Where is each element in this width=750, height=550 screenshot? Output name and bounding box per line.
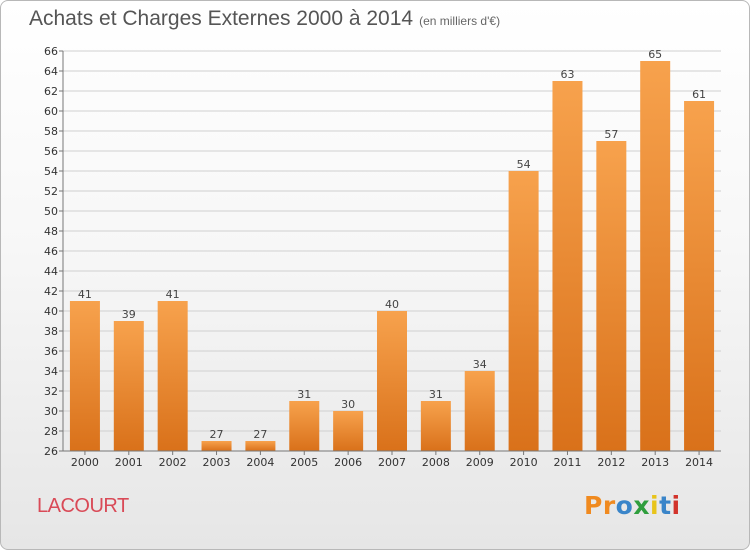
y-tick-label: 62 <box>44 85 58 98</box>
bars: 41 39 41 27 27 31 30 40 31 34 54 63 57 65 61 <box>69 48 715 451</box>
data-label: 34 <box>473 358 487 371</box>
logo-letter: o <box>615 491 634 520</box>
y-tick-label: 66 <box>44 45 58 58</box>
data-label: 41 <box>166 288 180 301</box>
bar <box>684 101 715 451</box>
bar <box>377 311 407 451</box>
data-label: 61 <box>692 88 706 101</box>
y-tick-label: 54 <box>44 165 58 178</box>
data-label: 30 <box>341 398 355 411</box>
y-tick-label: 46 <box>44 245 58 258</box>
y-tick-label: 48 <box>44 225 58 238</box>
data-label: 31 <box>429 388 443 401</box>
bar <box>552 81 583 451</box>
x-tick-label: 2009 <box>466 456 494 469</box>
proxiti-logo: Proxiti <box>584 491 681 520</box>
y-tick-label: 64 <box>44 65 58 78</box>
logo-letter: i <box>671 491 681 520</box>
x-tick-label: 2007 <box>378 456 406 469</box>
y-tick-label: 56 <box>44 145 58 158</box>
x-tick-label: 2013 <box>641 456 669 469</box>
x-tick-label: 2000 <box>71 456 99 469</box>
y-tick-label: 28 <box>44 425 58 438</box>
y-tick-label: 36 <box>44 345 58 358</box>
x-tick-label: 2003 <box>203 456 231 469</box>
bar <box>201 441 232 451</box>
bar <box>69 301 100 451</box>
data-label: 41 <box>78 288 92 301</box>
bar <box>245 441 276 451</box>
x-tick-label: 2014 <box>685 456 713 469</box>
y-tick-label: 26 <box>44 445 58 458</box>
x-tick-label: 2011 <box>553 456 581 469</box>
bar <box>420 401 451 451</box>
y-tick-label: 32 <box>44 385 58 398</box>
data-label: 40 <box>385 298 399 311</box>
bar <box>596 141 627 451</box>
data-label: 31 <box>297 388 311 401</box>
x-tick-label: 2004 <box>246 456 274 469</box>
chart-subtitle: (en milliers d'€) <box>419 14 501 28</box>
y-tick-label: 42 <box>44 285 58 298</box>
y-tick-label: 30 <box>44 405 58 418</box>
x-tick-label: 2006 <box>334 456 362 469</box>
logo-letter: P <box>584 491 603 520</box>
data-label: 27 <box>253 428 267 441</box>
bar <box>508 171 539 451</box>
axes: 26 28 30 32 34 36 38 40 42 44 46 48 50 52 54 56 58 60 62 64… <box>44 45 721 469</box>
data-label: 54 <box>517 158 531 171</box>
y-tick-label: 44 <box>44 265 58 278</box>
logo-letter: x <box>633 491 650 520</box>
x-tick-label: 2001 <box>115 456 143 469</box>
x-tick-label: 2008 <box>422 456 450 469</box>
x-tick-label: 2012 <box>597 456 625 469</box>
bar <box>333 411 364 451</box>
y-tick-label: 52 <box>44 185 58 198</box>
y-tick-label: 50 <box>44 205 58 218</box>
logo-letter: t <box>659 491 672 520</box>
bar <box>464 371 495 451</box>
chart-title: Achats et Charges Externes 2000 à 2014 (e… <box>29 7 500 31</box>
y-tick-label: 58 <box>44 125 58 138</box>
chart-title-text: Achats et Charges Externes 2000 à 2014 <box>29 7 414 30</box>
y-tick-label: 40 <box>44 305 58 318</box>
bar <box>113 321 144 451</box>
x-tick-label: 2005 <box>290 456 318 469</box>
logo-letter: r <box>602 491 616 520</box>
bar <box>157 301 188 451</box>
data-label: 63 <box>560 68 574 81</box>
bar <box>289 401 320 451</box>
commune-name: LACOURT <box>37 495 129 517</box>
y-tick-label: 34 <box>44 365 58 378</box>
x-tick-label: 2010 <box>510 456 538 469</box>
bar <box>640 61 671 451</box>
y-tick-label: 60 <box>44 105 58 118</box>
y-tick-label: 38 <box>44 325 58 338</box>
data-label: 39 <box>122 308 136 321</box>
data-label: 57 <box>604 128 618 141</box>
x-tick-label: 2002 <box>159 456 187 469</box>
data-label: 27 <box>210 428 224 441</box>
data-label: 65 <box>648 48 662 61</box>
logo-letter: i <box>650 491 660 520</box>
